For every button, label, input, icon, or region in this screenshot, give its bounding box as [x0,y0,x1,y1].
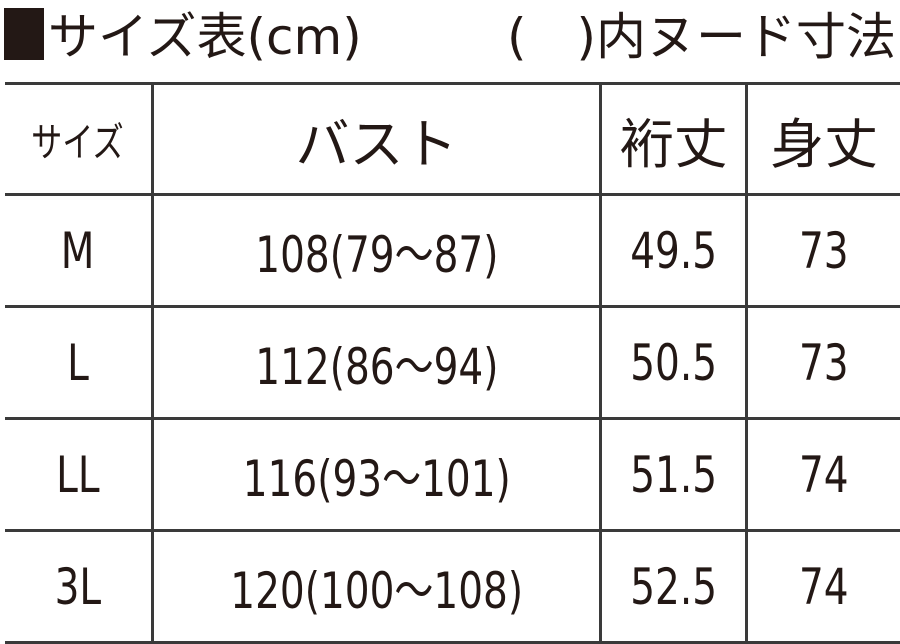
nude-size-note: ( )内ヌード寸法 [506,8,896,66]
table-row: LL 116(93〜101) 51.5 74 [5,417,900,532]
size-cell: 3L [5,529,153,644]
header-length: 身丈 [745,82,900,196]
chart-title: サイズ表(cm) [4,2,362,72]
square-bullet-icon [4,8,44,60]
title-text: サイズ表(cm) [48,8,362,66]
sleeve-cell: 50.5 [599,305,747,420]
header-sleeve: 裄丈 [599,82,747,196]
table-row: M 108(79〜87) 49.5 73 [5,193,900,308]
sleeve-cell: 51.5 [599,417,747,532]
bust-cell: 116(93〜101) [150,417,601,532]
length-cell: 74 [745,529,900,644]
table-row: 3L 120(100〜108) 52.5 74 [5,529,900,644]
size-cell: LL [5,417,153,532]
bust-cell: 112(86〜94) [150,305,601,420]
length-cell: 74 [745,417,900,532]
bust-cell: 108(79〜87) [150,193,601,308]
length-cell: 73 [745,305,900,420]
bust-cell: 120(100〜108) [150,529,601,644]
size-cell: L [5,305,153,420]
size-cell: M [5,193,153,308]
size-table: サイズ バスト 裄丈 身丈 M 108(79〜87) 49.5 73 L 112… [5,82,900,644]
sleeve-cell: 52.5 [599,529,747,644]
table-row: L 112(86〜94) 50.5 73 [5,305,900,420]
header-row: サイズ バスト 裄丈 身丈 [5,82,900,196]
header-bust: バスト [150,82,601,196]
header-size: サイズ [5,82,153,196]
sleeve-cell: 49.5 [599,193,747,308]
length-cell: 73 [745,193,900,308]
